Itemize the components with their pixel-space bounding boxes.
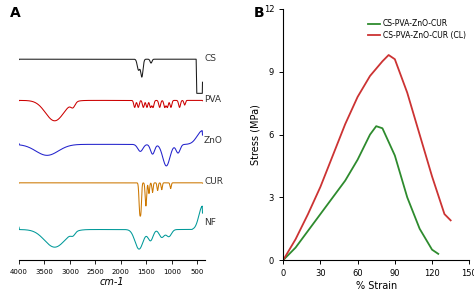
CS-PVA-ZnO-CUR xyxy=(436,252,441,256)
CS-PVA-ZnO-CUR (CL) xyxy=(417,133,422,136)
Line: CS-PVA-ZnO-CUR (CL): CS-PVA-ZnO-CUR (CL) xyxy=(283,55,451,260)
CS-PVA-ZnO-CUR xyxy=(305,229,311,233)
CS-PVA-ZnO-CUR xyxy=(367,133,373,136)
CS-PVA-ZnO-CUR (CL) xyxy=(448,219,454,222)
CS-PVA-ZnO-CUR xyxy=(318,212,323,216)
CS-PVA-ZnO-CUR (CL) xyxy=(280,258,286,262)
CS-PVA-ZnO-CUR (CL) xyxy=(330,154,336,157)
CS-PVA-ZnO-CUR xyxy=(355,158,360,161)
CS-PVA-ZnO-CUR xyxy=(392,154,398,157)
CS-PVA-ZnO-CUR (CL) xyxy=(367,74,373,78)
CS-PVA-ZnO-CUR xyxy=(380,126,385,130)
CS-PVA-ZnO-CUR (CL) xyxy=(293,237,299,241)
Text: NF: NF xyxy=(204,218,216,227)
Text: ZnO: ZnO xyxy=(204,136,223,145)
Text: CUR: CUR xyxy=(204,177,223,186)
Y-axis label: Stress (MPa): Stress (MPa) xyxy=(251,104,261,165)
CS-PVA-ZnO-CUR (CL) xyxy=(318,185,323,189)
CS-PVA-ZnO-CUR (CL) xyxy=(342,122,348,126)
CS-PVA-ZnO-CUR (CL) xyxy=(355,95,360,99)
CS-PVA-ZnO-CUR (CL) xyxy=(442,212,447,216)
Text: CS: CS xyxy=(204,54,216,62)
CS-PVA-ZnO-CUR (CL) xyxy=(305,212,311,216)
CS-PVA-ZnO-CUR xyxy=(280,258,286,262)
CS-PVA-ZnO-CUR xyxy=(330,196,336,199)
CS-PVA-ZnO-CUR (CL) xyxy=(386,53,392,57)
CS-PVA-ZnO-CUR xyxy=(417,227,422,231)
CS-PVA-ZnO-CUR xyxy=(404,196,410,199)
Line: CS-PVA-ZnO-CUR: CS-PVA-ZnO-CUR xyxy=(283,126,438,260)
CS-PVA-ZnO-CUR xyxy=(342,179,348,182)
X-axis label: cm-1: cm-1 xyxy=(100,277,124,286)
CS-PVA-ZnO-CUR xyxy=(429,248,435,251)
CS-PVA-ZnO-CUR (CL) xyxy=(392,57,398,61)
Text: B: B xyxy=(254,7,264,20)
CS-PVA-ZnO-CUR xyxy=(293,246,299,249)
CS-PVA-ZnO-CUR xyxy=(374,124,379,128)
Legend: CS-PVA-ZnO-CUR, CS-PVA-ZnO-CUR (CL): CS-PVA-ZnO-CUR, CS-PVA-ZnO-CUR (CL) xyxy=(367,18,467,41)
X-axis label: % Strain: % Strain xyxy=(356,281,397,291)
CS-PVA-ZnO-CUR (CL) xyxy=(404,91,410,94)
Text: PVA: PVA xyxy=(204,95,221,104)
Text: A: A xyxy=(9,7,20,20)
CS-PVA-ZnO-CUR (CL) xyxy=(429,175,435,178)
CS-PVA-ZnO-CUR (CL) xyxy=(380,60,385,63)
